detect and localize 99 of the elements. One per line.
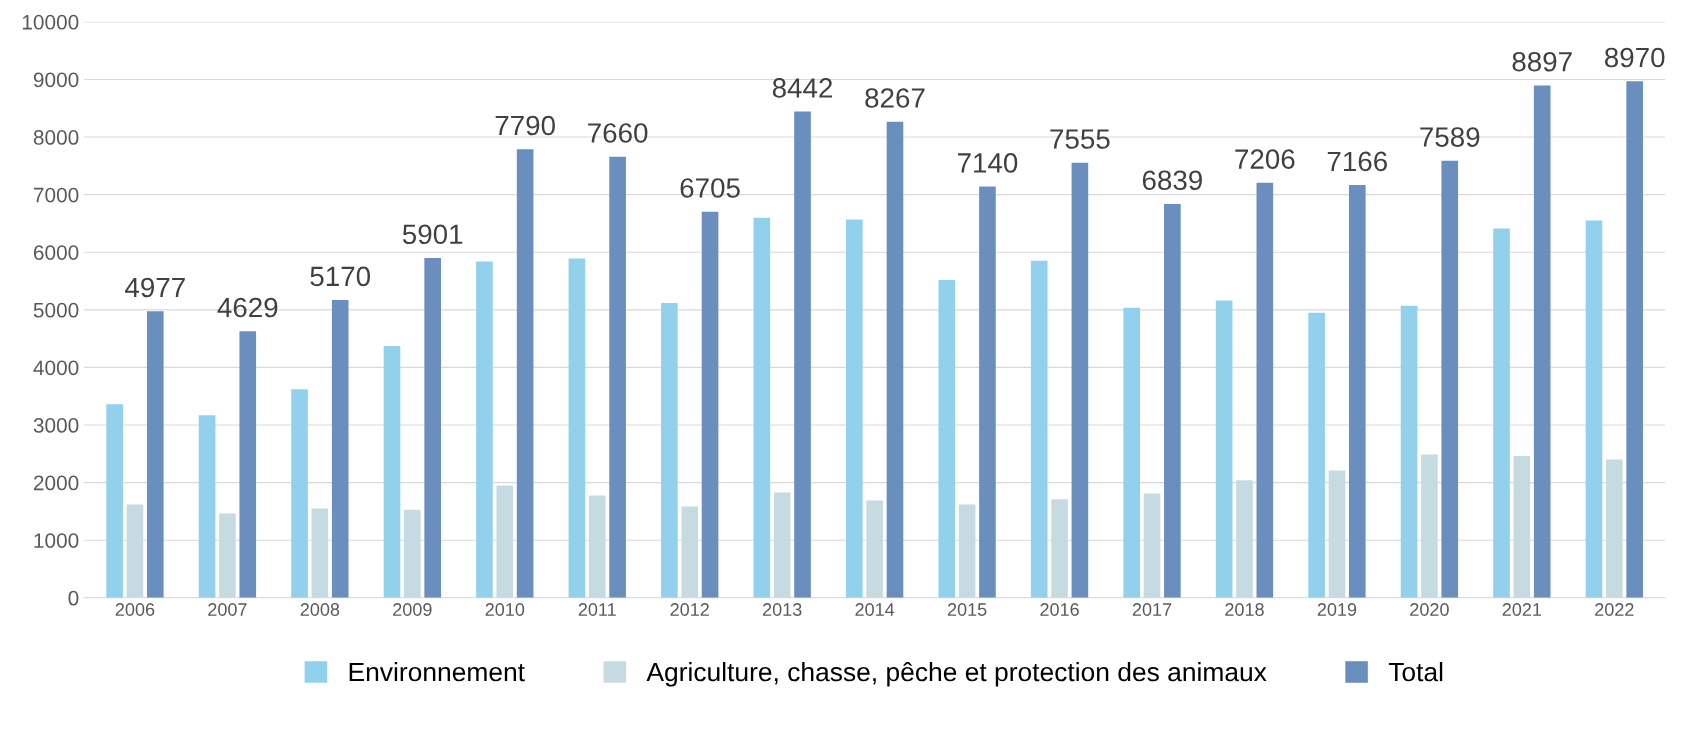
- bar: [1585, 220, 1603, 598]
- bar: [753, 217, 771, 598]
- bar: [1030, 260, 1048, 598]
- bar: [1626, 81, 1643, 598]
- legend-label: Environnement: [349, 661, 525, 682]
- x-tick-label: 2014: [855, 603, 895, 616]
- bar: [845, 219, 863, 598]
- x-tick-label: 2012: [670, 603, 709, 616]
- bar: [1051, 499, 1068, 598]
- x-tick-label: 2016: [1040, 603, 1079, 616]
- x-tick-label: 2021: [1502, 603, 1542, 616]
- bar: [1256, 182, 1274, 598]
- bar: [291, 389, 308, 598]
- y-tick-label: 4000: [33, 360, 79, 376]
- bar: [1071, 162, 1089, 598]
- bar: [1493, 228, 1510, 598]
- y-tick-label: 2000: [33, 475, 79, 491]
- bar: [219, 513, 236, 598]
- bar: [609, 156, 626, 598]
- x-tick-label: 2008: [300, 603, 340, 616]
- bar: [1143, 493, 1161, 598]
- legend-label: Total: [1388, 661, 1443, 682]
- y-tick-label: 3000: [33, 418, 79, 433]
- bar: [681, 506, 699, 598]
- x-tick-label: 2009: [393, 603, 432, 616]
- bar: [1606, 459, 1623, 598]
- data-label: 7790: [495, 115, 555, 136]
- y-tick-label: 0: [68, 590, 79, 606]
- bar: [568, 258, 586, 598]
- x-tick-label: 2006: [115, 603, 155, 616]
- x-tick-label: 2007: [208, 603, 247, 616]
- bar: [794, 111, 811, 598]
- data-label: 4629: [217, 297, 278, 318]
- bar: [516, 149, 534, 598]
- x-tick-label: 2022: [1595, 603, 1634, 616]
- bar: [1308, 312, 1325, 598]
- bar: [1348, 185, 1366, 598]
- bar: [239, 331, 257, 598]
- bar: [311, 508, 329, 598]
- x-tick-label: 2017: [1132, 603, 1172, 616]
- bar: [701, 211, 719, 598]
- x-tick-label: 2015: [947, 603, 987, 616]
- bar: [1421, 454, 1438, 598]
- y-tick-label: 1000: [34, 533, 79, 548]
- x-tick-label: 2018: [1225, 603, 1264, 616]
- bar: [661, 302, 678, 598]
- bar: [1236, 480, 1253, 598]
- bar: [1441, 160, 1459, 598]
- data-label: 6839: [1142, 170, 1202, 191]
- bar: [938, 279, 956, 598]
- bar: [866, 500, 883, 598]
- legend-label: Agriculture, chasse, pêche et protection des animaux: [646, 661, 1267, 687]
- data-label: 7140: [957, 153, 1018, 173]
- y-tick-label: 10000: [22, 14, 79, 30]
- x-tick-label: 2019: [1317, 603, 1357, 616]
- bar: [958, 504, 976, 598]
- data-label: 7206: [1235, 149, 1295, 169]
- bar: [496, 485, 514, 598]
- bar: [404, 509, 421, 598]
- bar: [1123, 307, 1140, 598]
- x-tick-label: 2013: [763, 603, 802, 616]
- bar: [1164, 203, 1181, 598]
- data-label: 8897: [1512, 51, 1572, 72]
- data-label: 7166: [1327, 151, 1387, 172]
- y-tick-label: 5000: [33, 302, 79, 318]
- y-tick-label: 6000: [33, 245, 79, 260]
- data-label: 5901: [402, 224, 463, 245]
- x-tick-label: 2020: [1410, 603, 1449, 616]
- bar: [588, 495, 606, 598]
- bar: [146, 311, 164, 598]
- data-label: 6705: [680, 178, 740, 198]
- data-label: 7589: [1420, 127, 1480, 147]
- data-label: 8970: [1604, 47, 1665, 68]
- bar: [126, 504, 144, 598]
- bar: [1513, 456, 1531, 598]
- bar: [383, 346, 401, 598]
- y-tick-label: 9000: [33, 72, 79, 88]
- data-label: 4977: [125, 277, 185, 298]
- bar: [331, 300, 349, 598]
- bar: [424, 257, 441, 598]
- x-tick-label: 2011: [578, 603, 616, 616]
- bar: [476, 261, 493, 598]
- data-label: 8442: [772, 78, 833, 98]
- bar: [979, 186, 996, 598]
- bar: [1215, 300, 1233, 598]
- bar: [1328, 470, 1346, 598]
- y-tick-label: 8000: [33, 130, 79, 145]
- bar: [886, 121, 904, 598]
- bar: [773, 492, 791, 598]
- data-label: 7555: [1050, 129, 1110, 149]
- bar: [1400, 305, 1418, 598]
- bar: [1533, 85, 1551, 598]
- data-label: 8267: [865, 88, 925, 108]
- data-label: 7660: [588, 123, 648, 143]
- bar: [198, 415, 216, 598]
- data-label: 5170: [310, 266, 371, 287]
- x-tick-label: 2010: [485, 603, 525, 616]
- bar: [106, 404, 123, 598]
- y-tick-label: 7000: [33, 187, 79, 203]
